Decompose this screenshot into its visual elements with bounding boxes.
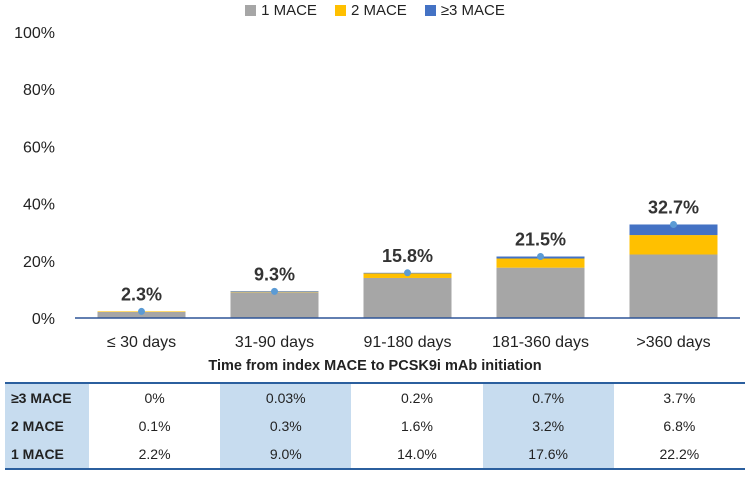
y-tick-label: 20%: [23, 254, 55, 271]
y-tick-label: 0%: [32, 311, 55, 328]
bar-segment: [230, 292, 319, 318]
table-cell: 0.2%: [351, 382, 483, 412]
x-tick-label: >360 days: [636, 334, 710, 351]
total-marker: [138, 307, 145, 315]
legend-swatch-2-mace: [334, 5, 346, 16]
total-data-label: 15.8%: [382, 246, 433, 266]
table-cell: 17.6%: [482, 440, 614, 470]
total-data-label: 2.3%: [121, 284, 162, 304]
stacked-bar-chart: 0% 20% 40% 60% 80% 100% 2.3% ≤ 30 days 9.3% 31-90…: [14, 25, 740, 351]
bar-segment: [629, 235, 718, 255]
table-cell: 6.8%: [663, 418, 696, 434]
legend-item-2-mace: 2 MACE: [334, 2, 407, 19]
total-marker: [271, 287, 278, 295]
table-cell: 0.1%: [138, 418, 171, 434]
total-marker: [404, 269, 411, 277]
bar-segment: [629, 254, 718, 318]
y-tick-label: 80%: [23, 82, 55, 99]
table-cell: 0.7%: [482, 382, 614, 412]
table-cell: 0.03%: [220, 382, 352, 412]
table-cell: 3.7%: [613, 382, 745, 412]
table-cell: 0.3%: [220, 412, 352, 440]
legend-item-3plus-mace: ≥3 MACE: [424, 2, 505, 19]
x-axis-title: Time from index MACE to PCSK9i mAb initi…: [208, 358, 542, 374]
x-tick-label: 181-360 days: [492, 334, 589, 351]
table-cell: 2.2%: [89, 440, 221, 470]
bar-segment: [363, 277, 452, 318]
legend-swatch-1-mace: [245, 5, 257, 16]
table-cell: 1.6%: [401, 418, 433, 434]
bar-segment: [629, 224, 718, 236]
bar-segment: [496, 258, 585, 268]
y-tick-label: 60%: [23, 139, 55, 156]
table-row: ≥3 MACE 0% 0.03% 0.2% 0.7% 3.7%: [5, 382, 745, 412]
table-cell: 3.2%: [482, 412, 614, 440]
total-marker: [670, 220, 677, 228]
table-row: 2 MACE 0.1% 0.3% 1.6% 3.2% 6.8%: [5, 412, 745, 440]
table-cell: 9.0%: [220, 440, 352, 470]
legend-label-1-mace: 1 MACE: [261, 2, 317, 19]
total-data-label: 9.3%: [254, 264, 295, 284]
legend-swatch-3plus-mace: [424, 5, 436, 16]
legend-label-3plus-mace: ≥3 MACE: [440, 2, 505, 19]
chart-legend: 1 MACE 2 MACE ≥3 MACE: [0, 2, 750, 19]
data-table: ≥3 MACE 0% 0.03% 0.2% 0.7% 3.7% 2 MACE 0…: [5, 382, 745, 470]
table-row-label: 1 MACE: [5, 440, 89, 470]
total-marker: [537, 253, 544, 261]
table-row: 1 MACE 2.2% 9.0% 14.0% 17.6% 22.2%: [5, 440, 745, 470]
y-tick-label: 40%: [23, 197, 55, 214]
total-data-label: 32.7%: [648, 197, 699, 217]
table-cell: 14.0%: [351, 440, 483, 470]
x-tick-label: 91-180 days: [363, 334, 451, 351]
total-data-label: 21.5%: [515, 230, 566, 250]
x-tick-label: ≤ 30 days: [107, 334, 176, 351]
table-cell: 22.2%: [613, 440, 745, 470]
legend-label-2-mace: 2 MACE: [350, 2, 407, 19]
legend-item-1-mace: 1 MACE: [245, 2, 317, 19]
table-cell: 0%: [89, 382, 221, 412]
table-row-label: 2 MACE: [5, 412, 89, 440]
x-tick-label: 31-90 days: [235, 334, 314, 351]
bar-segment: [496, 267, 585, 318]
table-row-label: ≥3 MACE: [5, 382, 89, 412]
y-tick-label: 100%: [14, 25, 55, 42]
